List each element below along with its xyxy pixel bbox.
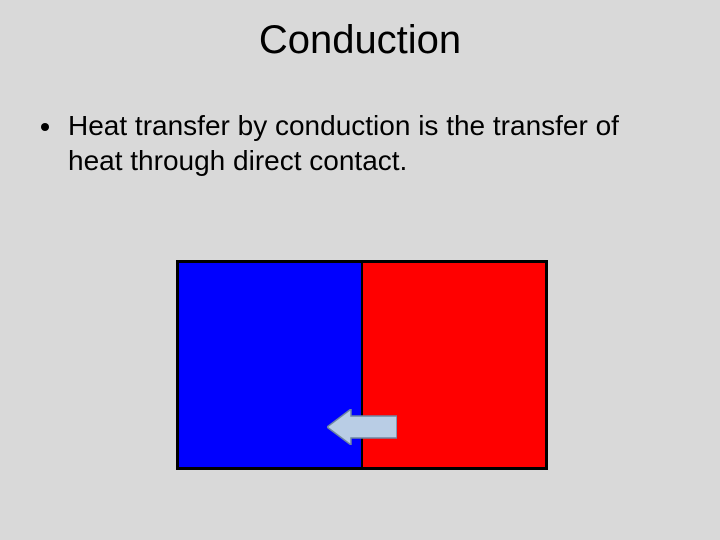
slide-title: Conduction: [0, 18, 720, 63]
heat-flow-arrow-icon: [327, 409, 397, 445]
slide: Conduction Heat transfer by conduction i…: [0, 0, 720, 540]
conduction-diagram: [176, 260, 548, 470]
bullet-list: Heat transfer by conduction is the trans…: [36, 108, 680, 178]
bullet-item: Heat transfer by conduction is the trans…: [64, 108, 680, 178]
